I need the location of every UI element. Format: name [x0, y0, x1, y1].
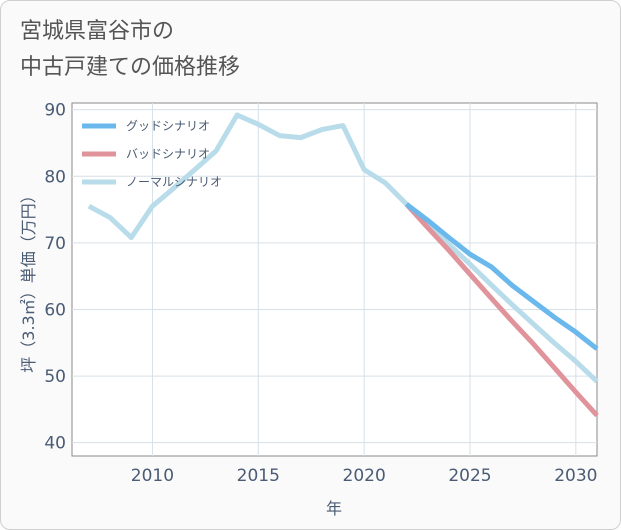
x-tick-labels: 2010 2015 2020 2025 2030 [131, 466, 598, 486]
title-line-2: 中古戸建ての価格推移 [20, 55, 241, 80]
legend-label-1: バッドシナリオ [126, 147, 210, 161]
series-line-1 [404, 202, 599, 418]
legend-label-0: グッドシナリオ [126, 119, 210, 133]
y-tick-70: 70 [44, 234, 66, 254]
x-tick-2025: 2025 [448, 466, 491, 486]
series-lines [87, 112, 599, 418]
y-tick-80: 80 [44, 167, 66, 187]
y-tick-labels: 40 50 60 70 80 90 [44, 101, 66, 454]
legend-label-2: ノーマルシナリオ [126, 175, 222, 189]
x-tick-2020: 2020 [343, 466, 386, 486]
y-tick-90: 90 [44, 101, 66, 121]
title-line-1: 宮城県富谷市の [20, 19, 175, 44]
y-tick-40: 40 [44, 434, 66, 454]
grid-lines [72, 103, 597, 456]
y-tick-50: 50 [44, 367, 66, 387]
plot-area [71, 102, 598, 457]
series-line-2 [87, 112, 599, 384]
chart-title: 宮城県富谷市の 中古戸建ての価格推移 [20, 14, 240, 86]
series-line-0 [404, 202, 599, 351]
x-axis-label: 年 [326, 499, 342, 518]
x-tick-2010: 2010 [131, 466, 174, 486]
y-tick-60: 60 [44, 300, 66, 320]
x-tick-2015: 2015 [237, 466, 280, 486]
y-axis-label: 坪（3.3㎡）単価（万円） [19, 187, 38, 372]
x-tick-2030: 2030 [554, 466, 597, 486]
